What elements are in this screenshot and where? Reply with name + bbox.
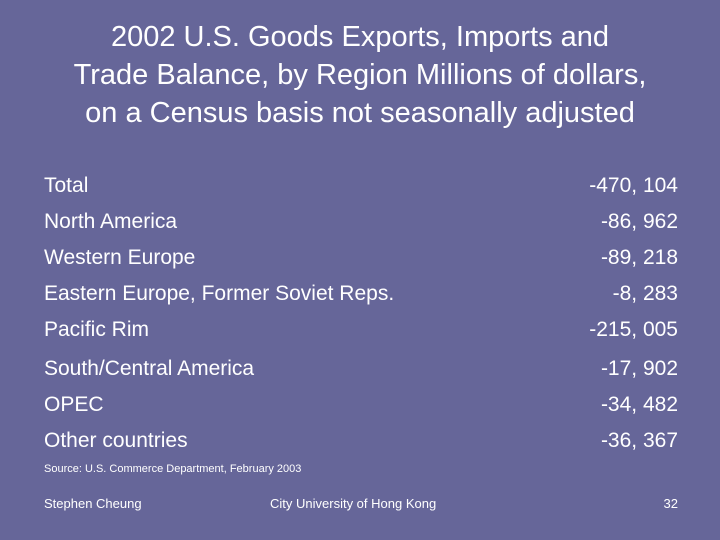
footer-institution: City University of Hong Kong xyxy=(270,496,437,511)
region-value: -36, 367 xyxy=(600,429,678,452)
table-row: Total -470, 104 xyxy=(44,168,678,204)
region-label: South/Central America xyxy=(44,357,255,380)
table-row: North America -86, 962 xyxy=(44,204,678,240)
table-row: Eastern Europe, Former Soviet Reps. -8, … xyxy=(44,276,678,312)
region-value: -17, 902 xyxy=(600,357,678,380)
region-value: -8, 283 xyxy=(612,282,678,305)
region-value: -34, 482 xyxy=(600,393,678,416)
region-label: Total xyxy=(44,174,89,197)
region-label: North America xyxy=(44,210,178,233)
trade-balance-table: Total -470, 104 North America -86, 962 W… xyxy=(44,168,678,459)
title-line-2: Trade Balance, by Region Millions of dol… xyxy=(73,59,647,91)
region-label: Eastern Europe, Former Soviet Reps. xyxy=(44,282,395,305)
region-value: -470, 104 xyxy=(589,174,678,197)
region-label: Other countries xyxy=(44,429,188,452)
table-row: South/Central America -17, 902 xyxy=(44,351,678,387)
title-line-3: on a Census basis not seasonally adjuste… xyxy=(85,97,635,129)
title-line-1: 2002 U.S. Goods Exports, Imports and xyxy=(110,21,610,53)
region-value: -89, 218 xyxy=(600,246,678,269)
region-value: -215, 005 xyxy=(589,318,678,341)
table-row: OPEC -34, 482 xyxy=(44,387,678,423)
region-label: Western Europe xyxy=(44,246,196,269)
table-row: Pacific Rim -215, 005 xyxy=(44,312,678,348)
table-row: Other countries -36, 367 xyxy=(44,423,678,459)
source-note: Source: U.S. Commerce Department, Februa… xyxy=(44,463,302,475)
table-row: Western Europe -89, 218 xyxy=(44,240,678,276)
footer-author: Stephen Cheung xyxy=(44,496,142,511)
slide-title: 2002 U.S. Goods Exports, Imports and Tra… xyxy=(20,18,700,132)
page-number: 32 xyxy=(663,496,678,511)
region-label: OPEC xyxy=(44,393,104,416)
region-label: Pacific Rim xyxy=(44,318,150,341)
region-value: -86, 962 xyxy=(600,210,678,233)
